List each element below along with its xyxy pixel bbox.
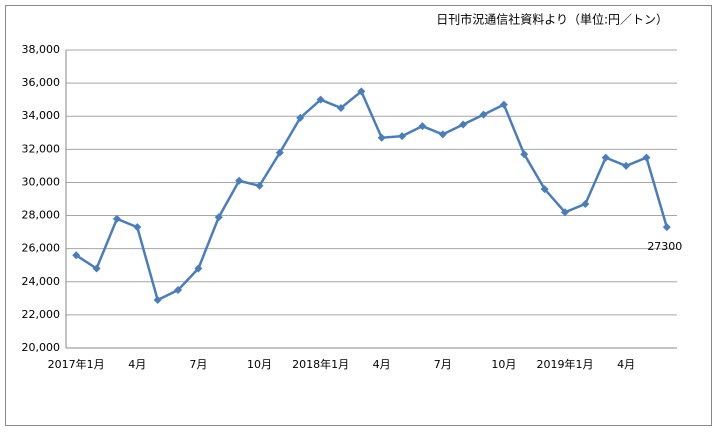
- data-label: 27300: [647, 240, 682, 253]
- y-tick-label: 28,000: [22, 209, 61, 222]
- marker: [520, 150, 529, 159]
- marker: [438, 130, 447, 139]
- marker: [174, 286, 183, 295]
- marker: [72, 251, 81, 260]
- y-tick-label: 34,000: [22, 109, 61, 122]
- marker: [662, 223, 671, 232]
- y-tick-label: 32,000: [22, 142, 61, 155]
- marker: [133, 223, 142, 232]
- marker: [275, 148, 284, 157]
- x-tick-label: 2017年1月: [48, 357, 105, 371]
- marker: [112, 214, 121, 223]
- marker: [255, 181, 264, 190]
- marker: [377, 133, 386, 142]
- chart-title: 日刊市況通信社資料より（単位:円／トン）: [436, 12, 668, 27]
- x-tick-label: 4月: [373, 358, 391, 371]
- marker: [316, 95, 325, 104]
- marker: [398, 132, 407, 141]
- x-tick-label: 2019年1月: [536, 357, 593, 371]
- marker: [560, 208, 569, 217]
- marker: [459, 120, 468, 129]
- x-tick-label: 10月: [247, 358, 272, 371]
- marker: [622, 161, 631, 170]
- x-tick-label: 7月: [434, 358, 452, 371]
- marker: [357, 87, 366, 96]
- marker: [235, 176, 244, 185]
- marker: [479, 110, 488, 119]
- marker: [418, 122, 427, 131]
- marker: [92, 264, 101, 273]
- marker: [296, 113, 305, 122]
- marker: [194, 264, 203, 273]
- marker: [601, 153, 610, 162]
- y-tick-label: 22,000: [22, 308, 61, 321]
- x-tick-label: 4月: [128, 358, 146, 371]
- y-tick-label: 38,000: [22, 43, 61, 56]
- marker: [581, 199, 590, 208]
- series-line: [75, 89, 669, 302]
- x-tick-label: 7月: [189, 358, 207, 371]
- y-tick-label: 36,000: [22, 76, 61, 89]
- x-tick-label: 2018年1月: [292, 357, 349, 371]
- marker: [499, 100, 508, 109]
- marker: [540, 185, 549, 194]
- marker: [336, 103, 345, 112]
- y-tick-label: 20,000: [22, 341, 61, 354]
- marker: [642, 153, 651, 162]
- marker: [153, 295, 162, 304]
- y-tick-label: 30,000: [22, 175, 61, 188]
- y-tick-label: 24,000: [22, 275, 61, 288]
- marker: [214, 213, 223, 222]
- y-tick-label: 26,000: [22, 242, 61, 255]
- x-tick-label: 10月: [491, 358, 516, 371]
- x-tick-label: 4月: [617, 358, 635, 371]
